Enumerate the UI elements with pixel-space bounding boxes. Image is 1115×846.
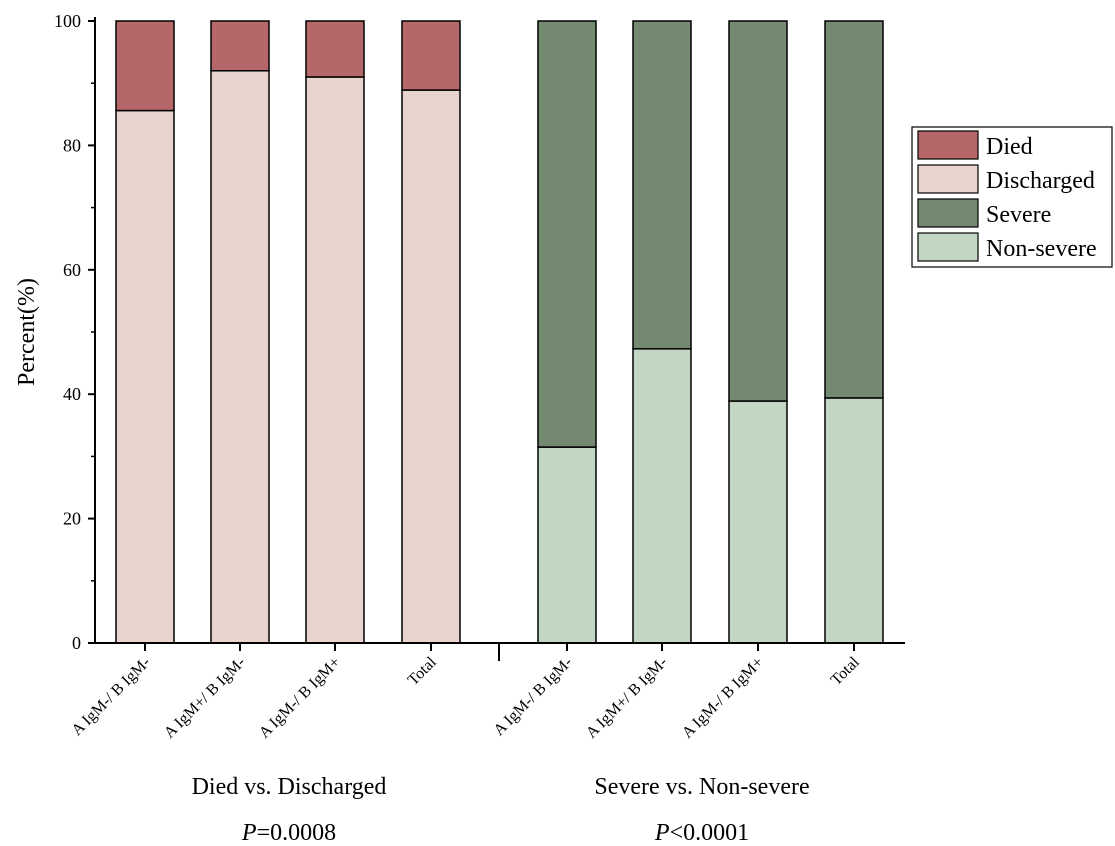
bar-segment-non-severe (728, 400, 788, 644)
bar-segment-died (115, 20, 175, 112)
p-value: =0.0008 (257, 820, 337, 846)
bars-layer (115, 20, 884, 644)
bar-segment-severe (537, 20, 597, 448)
axes-layer: 0 20 40 60 80 100 (54, 11, 905, 661)
bar-segment-discharged (210, 70, 270, 644)
category-label: A IgM-/ B IgM- (69, 654, 154, 739)
legend-swatch (917, 198, 979, 228)
category-label: A IgM-/ B IgM+ (256, 654, 344, 742)
bar-segment-severe (728, 20, 788, 402)
bar-segment-non-severe (824, 397, 884, 644)
p-value: <0.0001 (670, 820, 750, 846)
p-symbol: P (654, 820, 670, 846)
bar-segment-died (305, 20, 365, 78)
category-label: A IgM-/ B IgM+ (679, 654, 767, 742)
bar-segment-non-severe (537, 446, 597, 644)
category-label: Total (405, 653, 440, 688)
legend-swatch (917, 164, 979, 194)
bar-segment-discharged (401, 89, 461, 644)
bar-segment-severe (824, 20, 884, 399)
legend-label: Severe (986, 202, 1051, 228)
legend-label: Discharged (986, 168, 1095, 194)
p-symbol: P (241, 820, 257, 846)
y-tick-label: 100 (54, 11, 81, 31)
legend: Died Discharged Severe Non-severe (911, 126, 1113, 268)
bar-segment-died (210, 20, 270, 72)
legend-label: Non-severe (986, 236, 1097, 262)
y-axis-label: Percent(%) (14, 278, 40, 386)
bar-segment-non-severe (632, 348, 692, 644)
y-tick-label: 0 (72, 633, 81, 653)
bar-segment-discharged (305, 76, 365, 644)
p-value-label: P=0.0008 (241, 820, 336, 846)
legend-swatch (917, 232, 979, 262)
category-label: A IgM+/ B IgM- (583, 654, 671, 742)
category-label: A IgM+/ B IgM- (161, 654, 249, 742)
category-label: A IgM-/ B IgM- (491, 654, 576, 739)
bar-segment-severe (632, 20, 692, 350)
y-tick-label: 40 (63, 384, 81, 404)
y-tick-label: 60 (63, 260, 81, 280)
group-label: Severe vs. Non-severe (594, 774, 809, 800)
p-value-label: P<0.0001 (654, 820, 749, 846)
category-label: Total (828, 653, 863, 688)
legend-label: Died (986, 134, 1033, 160)
y-tick-label: 80 (63, 135, 81, 155)
bar-segment-died (401, 20, 461, 91)
group-label: Died vs. Discharged (192, 774, 387, 800)
y-tick-label: 20 (63, 509, 81, 529)
legend-swatch (917, 130, 979, 160)
bar-segment-discharged (115, 109, 175, 644)
